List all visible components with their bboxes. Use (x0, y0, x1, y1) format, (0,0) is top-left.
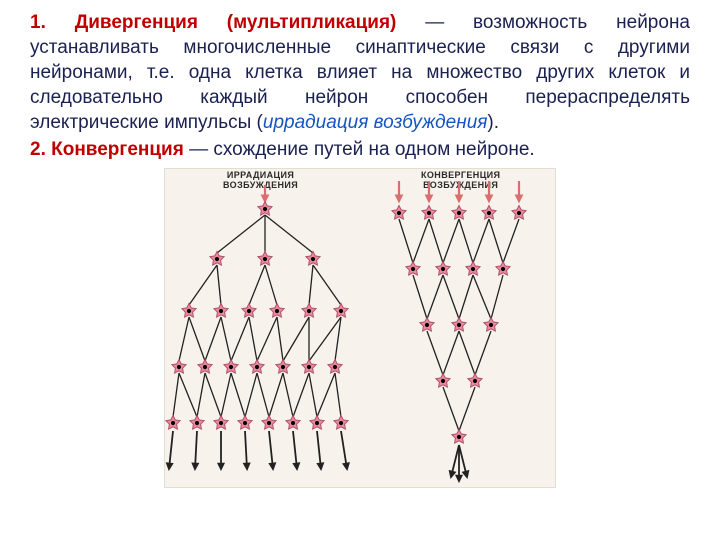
paragraph-1: 1. Дивергенция (мультипликация) — возмож… (30, 10, 690, 135)
slide-page: 1. Дивергенция (мультипликация) — возмож… (0, 0, 720, 540)
p1-term: иррадиация возбуждения (263, 112, 488, 133)
p1-body-b: ). (487, 112, 499, 133)
figure-neural-divergence-convergence: ИРРАДИАЦИЯ ВОЗБУЖДЕНИЯ КОНВЕРГЕНЦИЯ ВОЗБ… (164, 168, 556, 488)
p2-body: — схождение путей на одном нейроне. (184, 139, 535, 160)
p1-heading: 1. Дивергенция (мультипликация) (30, 12, 396, 33)
p2-heading: 2. Конвергенция (30, 139, 184, 160)
paragraph-2: 2. Конвергенция — схождение путей на одн… (30, 137, 690, 162)
neural-diagram-svg (165, 169, 555, 487)
